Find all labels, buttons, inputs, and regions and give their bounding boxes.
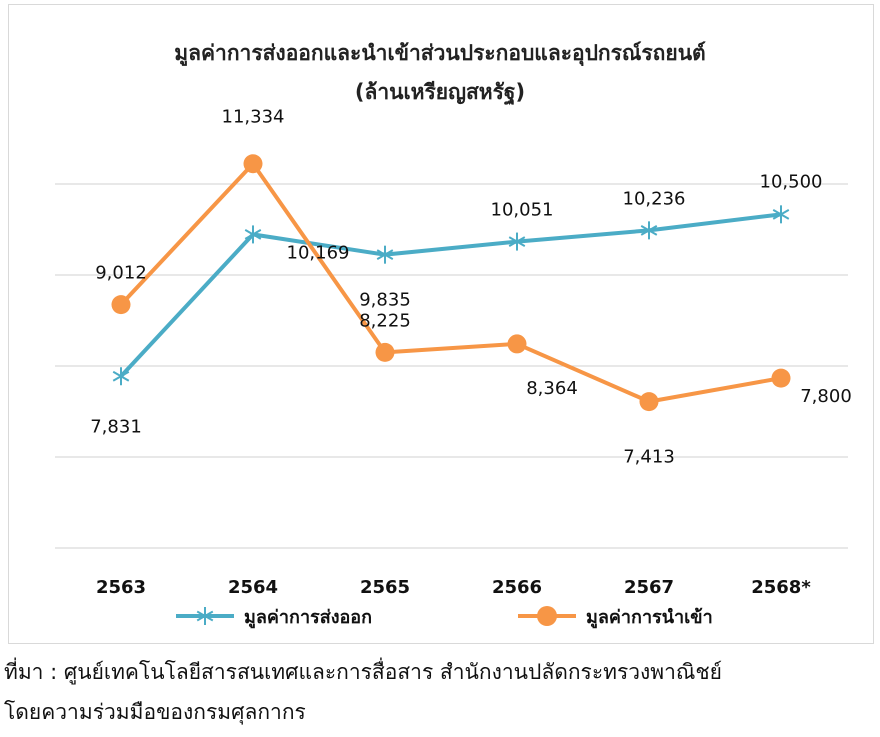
chart-title: มูลค่าการส่งออกและนำเข้าส่วนประกอบและอุป…: [174, 41, 705, 67]
data-labels: 7,831 10,169 9,835 10,051 10,236 10,500 9,012 1…: [90, 107, 852, 468]
data-label: 7,831: [90, 416, 142, 437]
legend-label: มูลค่าการนำเข้า: [586, 607, 713, 629]
line-chart: มูลค่าการส่งออกและนำเข้าส่วนประกอบและอุป…: [55, 41, 852, 629]
data-label: 10,051: [491, 200, 554, 221]
x-tick-label: 2566: [492, 577, 542, 598]
data-label: 9,012: [95, 263, 147, 284]
legend-label: มูลค่าการส่งออก: [244, 607, 372, 629]
x-tick-label: 2565: [360, 577, 410, 598]
data-label: 7,413: [623, 447, 675, 468]
data-label: 10,500: [760, 171, 823, 192]
data-point: [111, 295, 131, 315]
data-point: [772, 205, 790, 224]
data-point: [639, 392, 659, 412]
gridlines: [55, 183, 848, 549]
data-point: [507, 334, 527, 354]
source-line-2: โดยความร่วมมือของกรมศุลกากร: [4, 700, 306, 724]
data-label: 7,800: [800, 386, 852, 407]
chart-subtitle: (ล้านเหรียญสหรัฐ): [355, 80, 525, 106]
data-point: [112, 367, 130, 386]
x-tick-label: 2567: [624, 577, 674, 598]
data-label: 11,334: [222, 107, 285, 128]
data-point: [640, 221, 658, 240]
legend: มูลค่าการส่งออก มูลค่าการนำเข้า: [176, 606, 713, 629]
data-point: [771, 368, 791, 388]
legend-item: มูลค่าการนำเข้า: [518, 606, 713, 629]
x-tick-label: 2564: [228, 577, 278, 598]
x-tick-label: 2563: [96, 577, 146, 598]
data-label: 8,225: [359, 310, 411, 331]
data-point: [508, 232, 526, 251]
data-point: [375, 342, 395, 362]
data-label: 10,236: [623, 188, 686, 209]
data-label: 9,835: [359, 290, 411, 311]
x-tick-label: 2568*: [751, 577, 811, 598]
plot-series: [111, 154, 791, 412]
data-point: [376, 245, 394, 264]
source-note: ที่มา : ศูนย์เทคโนโลยีสารสนเทศและการสื่อ…: [4, 652, 880, 732]
series-line: [119, 161, 782, 404]
data-label: 8,364: [526, 378, 578, 399]
legend-item: มูลค่าการส่งออก: [176, 607, 372, 629]
x-axis: 2563 2564 2565 2566 2567 2568*: [96, 577, 811, 598]
series-line: [119, 212, 782, 378]
chart-area: [8, 4, 874, 644]
data-label: 10,169: [287, 242, 350, 263]
data-point: [243, 154, 263, 174]
source-line-1: ที่มา : ศูนย์เทคโนโลยีสารสนเทศและการสื่อ…: [4, 660, 722, 684]
data-point: [244, 225, 262, 244]
